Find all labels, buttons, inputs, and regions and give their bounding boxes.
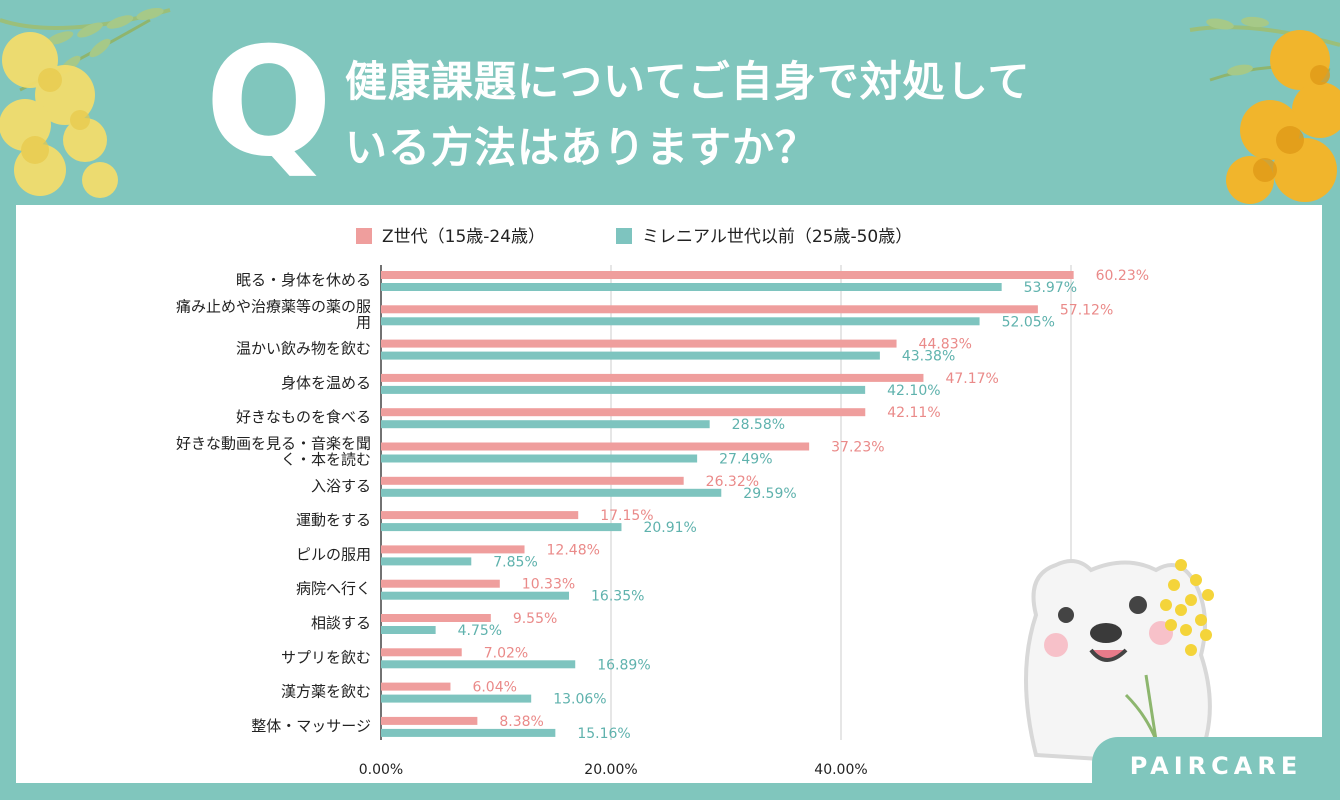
bar (381, 579, 500, 588)
bar (381, 420, 710, 429)
bar (381, 454, 698, 463)
bar (381, 523, 622, 532)
value-label: 37.23% (831, 440, 884, 456)
bar (381, 591, 570, 600)
value-label: 44.83% (919, 337, 972, 353)
bar (381, 728, 556, 737)
value-label: 12.48% (547, 542, 600, 558)
bar (381, 317, 980, 326)
value-label: 9.55% (513, 611, 557, 627)
brand-tab (1092, 737, 1332, 800)
value-label: 26.32% (706, 474, 759, 490)
mimosa-flower-right-icon (1189, 16, 1340, 204)
chart-panel: Z世代（15歳-24歳） ミレニアル世代以前（25歳-50歳） 眠る・身体を休める… (16, 205, 1322, 783)
value-label: 13.06% (553, 692, 606, 708)
x-tick-labels: 0.00% 20.00% 40.00% (359, 762, 868, 778)
bar (381, 557, 472, 566)
legend-label: Z世代（15歳-24歳） (382, 227, 545, 247)
bar (381, 614, 491, 622)
category-label: 好きな動画を見る・音楽を聞く・本を読む (176, 435, 371, 469)
category-label: 眠る・身体を休める (236, 271, 371, 289)
value-labels: 60.23% 53.97% 57.12% 52.05% 44.83%43.38% 47.1… (458, 268, 1149, 742)
value-label: 52.05% (1002, 314, 1055, 330)
value-label: 29.59% (743, 486, 796, 502)
header: Q 健康課題についてご自身で対処して いる方法はありますか？ (0, 0, 1340, 205)
value-label: 4.75% (458, 623, 502, 639)
value-label: 16.35% (591, 589, 644, 605)
value-label: 7.85% (493, 554, 537, 570)
category-label: 痛み止めや治療薬等の薬の服用 (176, 297, 371, 331)
bar (381, 442, 810, 451)
question-title-line-2: いる方法はありますか？ (345, 123, 819, 172)
bar (381, 385, 866, 394)
bar (381, 408, 866, 417)
x-tick-label: 20.00% (584, 762, 637, 778)
bar (381, 694, 532, 703)
value-label: 43.38% (902, 349, 955, 365)
bar (381, 648, 462, 657)
mimosa-flower-left-icon (0, 7, 171, 198)
category-labels: 眠る・身体を休める痛み止めや治療薬等の薬の服用温かい飲み物を飲む身体を温める好き… (176, 271, 371, 735)
value-label: 8.38% (499, 714, 543, 730)
bar (381, 476, 684, 485)
category-label: 好きなものを食べる (236, 408, 371, 426)
category-label: 整体・マッサージ (251, 717, 371, 735)
category-label: 漢方薬を飲む (281, 683, 371, 701)
bar-chart: Z世代（15歳-24歳） ミレニアル世代以前（25歳-50歳） 眠る・身体を休める… (176, 227, 1149, 778)
category-label: ピルの服用 (296, 545, 371, 563)
bar (381, 305, 1038, 314)
category-label: 病院へ行く (296, 580, 371, 598)
value-label: 47.17% (945, 371, 998, 387)
x-tick-label: 40.00% (814, 762, 867, 778)
bar (381, 660, 576, 669)
polar-bear-mascot-icon (1024, 559, 1214, 768)
value-label: 27.49% (719, 452, 772, 468)
legend-swatch (356, 228, 372, 244)
bar (381, 511, 579, 520)
bar (381, 682, 451, 691)
value-label: 28.58% (732, 417, 785, 433)
value-label: 20.91% (643, 520, 696, 536)
value-label: 42.10% (887, 383, 940, 399)
x-tick-label: 0.00% (359, 762, 403, 778)
brand-logo: PAIRCARE (1129, 752, 1303, 780)
question-mark-q: Q (205, 16, 333, 190)
bar (381, 351, 880, 360)
category-label: 入浴する (311, 477, 371, 495)
question-title-line-1: 健康課題についてご自身で対処して (345, 57, 1031, 106)
value-label: 42.11% (887, 405, 940, 421)
value-label: 7.02% (484, 645, 528, 661)
value-label: 53.97% (1024, 280, 1077, 296)
value-label: 60.23% (1096, 268, 1149, 284)
legend-label: ミレニアル世代以前（25歳-50歳） (642, 227, 912, 247)
bar (381, 716, 478, 725)
category-label: 相談する (311, 614, 371, 632)
category-label: 運動をする (296, 511, 371, 529)
value-label: 17.15% (600, 508, 653, 524)
legend-swatch (616, 228, 632, 244)
value-label: 57.12% (1060, 302, 1113, 318)
category-label: 身体を温める (281, 374, 371, 392)
bar (381, 339, 897, 348)
bar (381, 488, 722, 497)
bar (381, 626, 436, 634)
value-label: 10.33% (522, 577, 575, 593)
bars (381, 271, 1074, 737)
bar (381, 283, 1002, 291)
bar (381, 545, 525, 554)
bar (381, 271, 1074, 279)
bar (381, 373, 924, 382)
value-label: 16.89% (597, 657, 650, 673)
legend: Z世代（15歳-24歳） ミレニアル世代以前（25歳-50歳） (356, 227, 912, 247)
category-label: サプリを飲む (281, 648, 371, 666)
value-label: 6.04% (472, 680, 516, 696)
category-label: 温かい飲み物を飲む (236, 340, 371, 358)
value-label: 15.16% (577, 726, 630, 742)
